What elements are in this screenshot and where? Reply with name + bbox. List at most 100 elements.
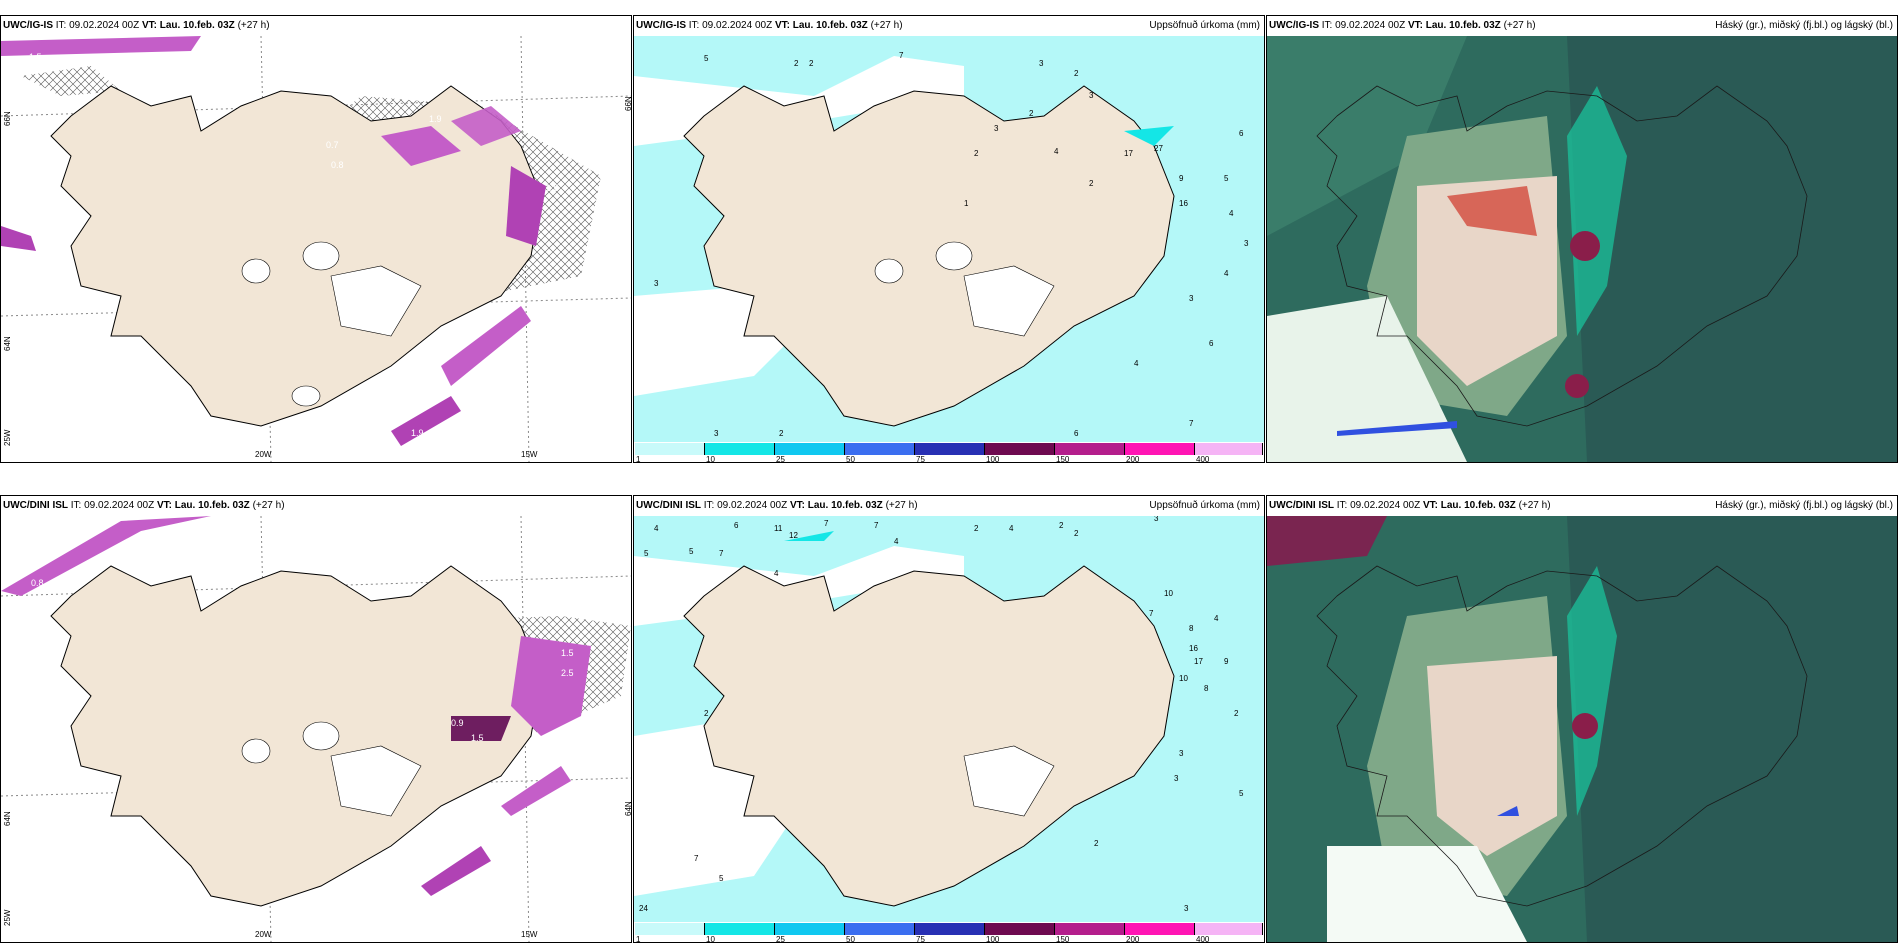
- svg-text:24: 24: [639, 904, 648, 913]
- svg-text:27: 27: [1154, 144, 1163, 153]
- panel-header: UWC/DINI ISL IT: 09.02.2024 00Z VT: Lau.…: [1267, 496, 1897, 516]
- svg-text:5: 5: [719, 874, 724, 883]
- svg-text:2: 2: [704, 709, 709, 718]
- colorbar-label: 25: [776, 455, 785, 463]
- colorbar-segment-2: [775, 443, 845, 455]
- cloud-map-panel-top: UWC/IG-IS IT: 09.02.2024 00Z VT: Lau. 10…: [1266, 15, 1898, 463]
- precip-map-panel-bottom: UWC/DINI ISL IT: 09.02.2024 00Z VT: Lau.…: [633, 495, 1265, 943]
- svg-text:7: 7: [694, 854, 699, 863]
- panel-header: UWC/DINI ISL IT: 09.02.2024 00Z VT: Lau.…: [634, 496, 1264, 516]
- svg-text:3: 3: [994, 124, 999, 133]
- iceland-landmass: [683, 565, 1175, 907]
- colorbar-label: 50: [846, 935, 855, 943]
- precip-colorbar-bottom: 1 10 25 50 75 100 150 200 400: [635, 923, 1263, 943]
- snow-amount-label: 0.3: [9, 568, 22, 578]
- lat-label-64n: 64N: [3, 811, 12, 826]
- colorbar-label: 100: [986, 455, 1000, 463]
- svg-text:4: 4: [774, 569, 779, 578]
- svg-text:3: 3: [1244, 239, 1249, 248]
- snow-amount-label: 0.5: [489, 886, 502, 896]
- svg-text:11: 11: [774, 524, 783, 533]
- svg-text:2: 2: [1059, 521, 1064, 530]
- svg-text:2: 2: [779, 429, 784, 438]
- lat-label-66n-right: 66N: [624, 96, 632, 111]
- snow-amount-label: 1.4: [526, 328, 539, 338]
- svg-text:3: 3: [1174, 774, 1179, 783]
- iceland-outline: [1316, 565, 1808, 907]
- colorbar-label: 200: [1126, 455, 1140, 463]
- colorbar-segment-3: [845, 923, 915, 935]
- lon-label-20w: 20W: [255, 450, 272, 459]
- svg-text:6: 6: [1209, 339, 1214, 348]
- iceland-landmass: [50, 565, 542, 907]
- panel-header: UWC/IG-IS IT: 09.02.2024 00Z VT: Lau. 10…: [634, 16, 1264, 36]
- precip-colorbar-top: 1 10 25 50 75 100 150 200 400: [635, 443, 1263, 463]
- svg-text:4: 4: [1054, 147, 1059, 156]
- lon-label-15w: 15W: [521, 450, 538, 459]
- svg-text:6: 6: [1074, 429, 1079, 438]
- svg-text:4: 4: [1009, 524, 1014, 533]
- colorbar-segment-0: [635, 443, 705, 455]
- cloud-map-panel-bottom: UWC/DINI ISL IT: 09.02.2024 00Z VT: Lau.…: [1266, 495, 1898, 943]
- cloud-map: [1267, 36, 1897, 462]
- svg-text:3: 3: [1184, 904, 1189, 913]
- svg-text:5: 5: [1224, 174, 1229, 183]
- svg-text:4: 4: [1214, 614, 1219, 623]
- svg-text:3: 3: [714, 429, 719, 438]
- iceland-landmass: [50, 85, 542, 427]
- svg-text:3: 3: [1179, 749, 1184, 758]
- svg-text:9: 9: [1224, 657, 1229, 666]
- colorbar-label: 1: [636, 455, 641, 463]
- colorbar-segment-0: [635, 923, 705, 935]
- precip-title: Uppsöfnuð úrkoma (mm): [1149, 20, 1260, 31]
- svg-text:4: 4: [1224, 269, 1229, 278]
- svg-text:12: 12: [789, 531, 798, 540]
- colorbar-segment-1: [705, 443, 775, 455]
- cloud-map: [1267, 516, 1897, 942]
- lon-label-25w: 25W: [3, 909, 12, 926]
- colorbar-segment-7: [1125, 923, 1195, 935]
- svg-text:2: 2: [974, 149, 979, 158]
- colorbar-segment-7: [1125, 443, 1195, 455]
- svg-text:3: 3: [1039, 59, 1044, 68]
- svg-text:7: 7: [719, 549, 724, 558]
- svg-text:2: 2: [1234, 709, 1239, 718]
- precip-title: Uppsöfnuð úrkoma (mm): [1149, 500, 1260, 511]
- snow-amount-label: 0.8: [31, 578, 44, 588]
- svg-text:4: 4: [1229, 209, 1234, 218]
- svg-text:4: 4: [1134, 359, 1139, 368]
- colorbar-label: 100: [986, 935, 1000, 943]
- svg-text:5: 5: [644, 549, 649, 558]
- colorbar-label: 200: [1126, 935, 1140, 943]
- svg-text:3: 3: [1154, 516, 1159, 523]
- snow-amount-label: 0.9: [451, 718, 464, 728]
- snow-amount-label: 2.3: [91, 520, 104, 530]
- svg-text:5: 5: [1239, 789, 1244, 798]
- colorbar-segment-6: [1055, 443, 1125, 455]
- colorbar-label: 25: [776, 935, 785, 943]
- svg-text:7: 7: [899, 51, 904, 60]
- svg-text:2: 2: [1094, 839, 1099, 848]
- svg-text:2: 2: [1089, 179, 1094, 188]
- svg-text:4: 4: [894, 537, 899, 546]
- lat-label-66n: 66N: [3, 111, 12, 126]
- lat-label-64n: 64N: [3, 336, 12, 351]
- snow-amount-label: 0.7: [326, 140, 339, 150]
- svg-text:8: 8: [1204, 684, 1209, 693]
- colorbar-segment-2: [775, 923, 845, 935]
- lon-label-25w: 25W: [3, 429, 12, 446]
- snow-wind-map: 1.5 1.9 0.8 0.7 1.5 1.8 1.4 3.0 1.9 1.6: [1, 36, 631, 462]
- svg-text:2: 2: [1074, 69, 1079, 78]
- svg-text:10: 10: [1164, 589, 1173, 598]
- svg-text:6: 6: [1239, 129, 1244, 138]
- svg-text:7: 7: [1189, 419, 1194, 428]
- svg-text:7: 7: [824, 519, 829, 528]
- precip-map: 5 2 2 7 3 2 3 2 3 2 6 17 27 4 9 16 5 4 3…: [634, 36, 1264, 442]
- lat-label-64n-right: 64N: [624, 801, 632, 816]
- colorbar-label: 150: [1056, 935, 1070, 943]
- svg-text:3: 3: [1089, 91, 1094, 100]
- svg-text:2: 2: [974, 524, 979, 533]
- svg-text:8: 8: [1189, 624, 1194, 633]
- colorbar-segment-4: [915, 443, 985, 455]
- colorbar-label: 10: [706, 935, 715, 943]
